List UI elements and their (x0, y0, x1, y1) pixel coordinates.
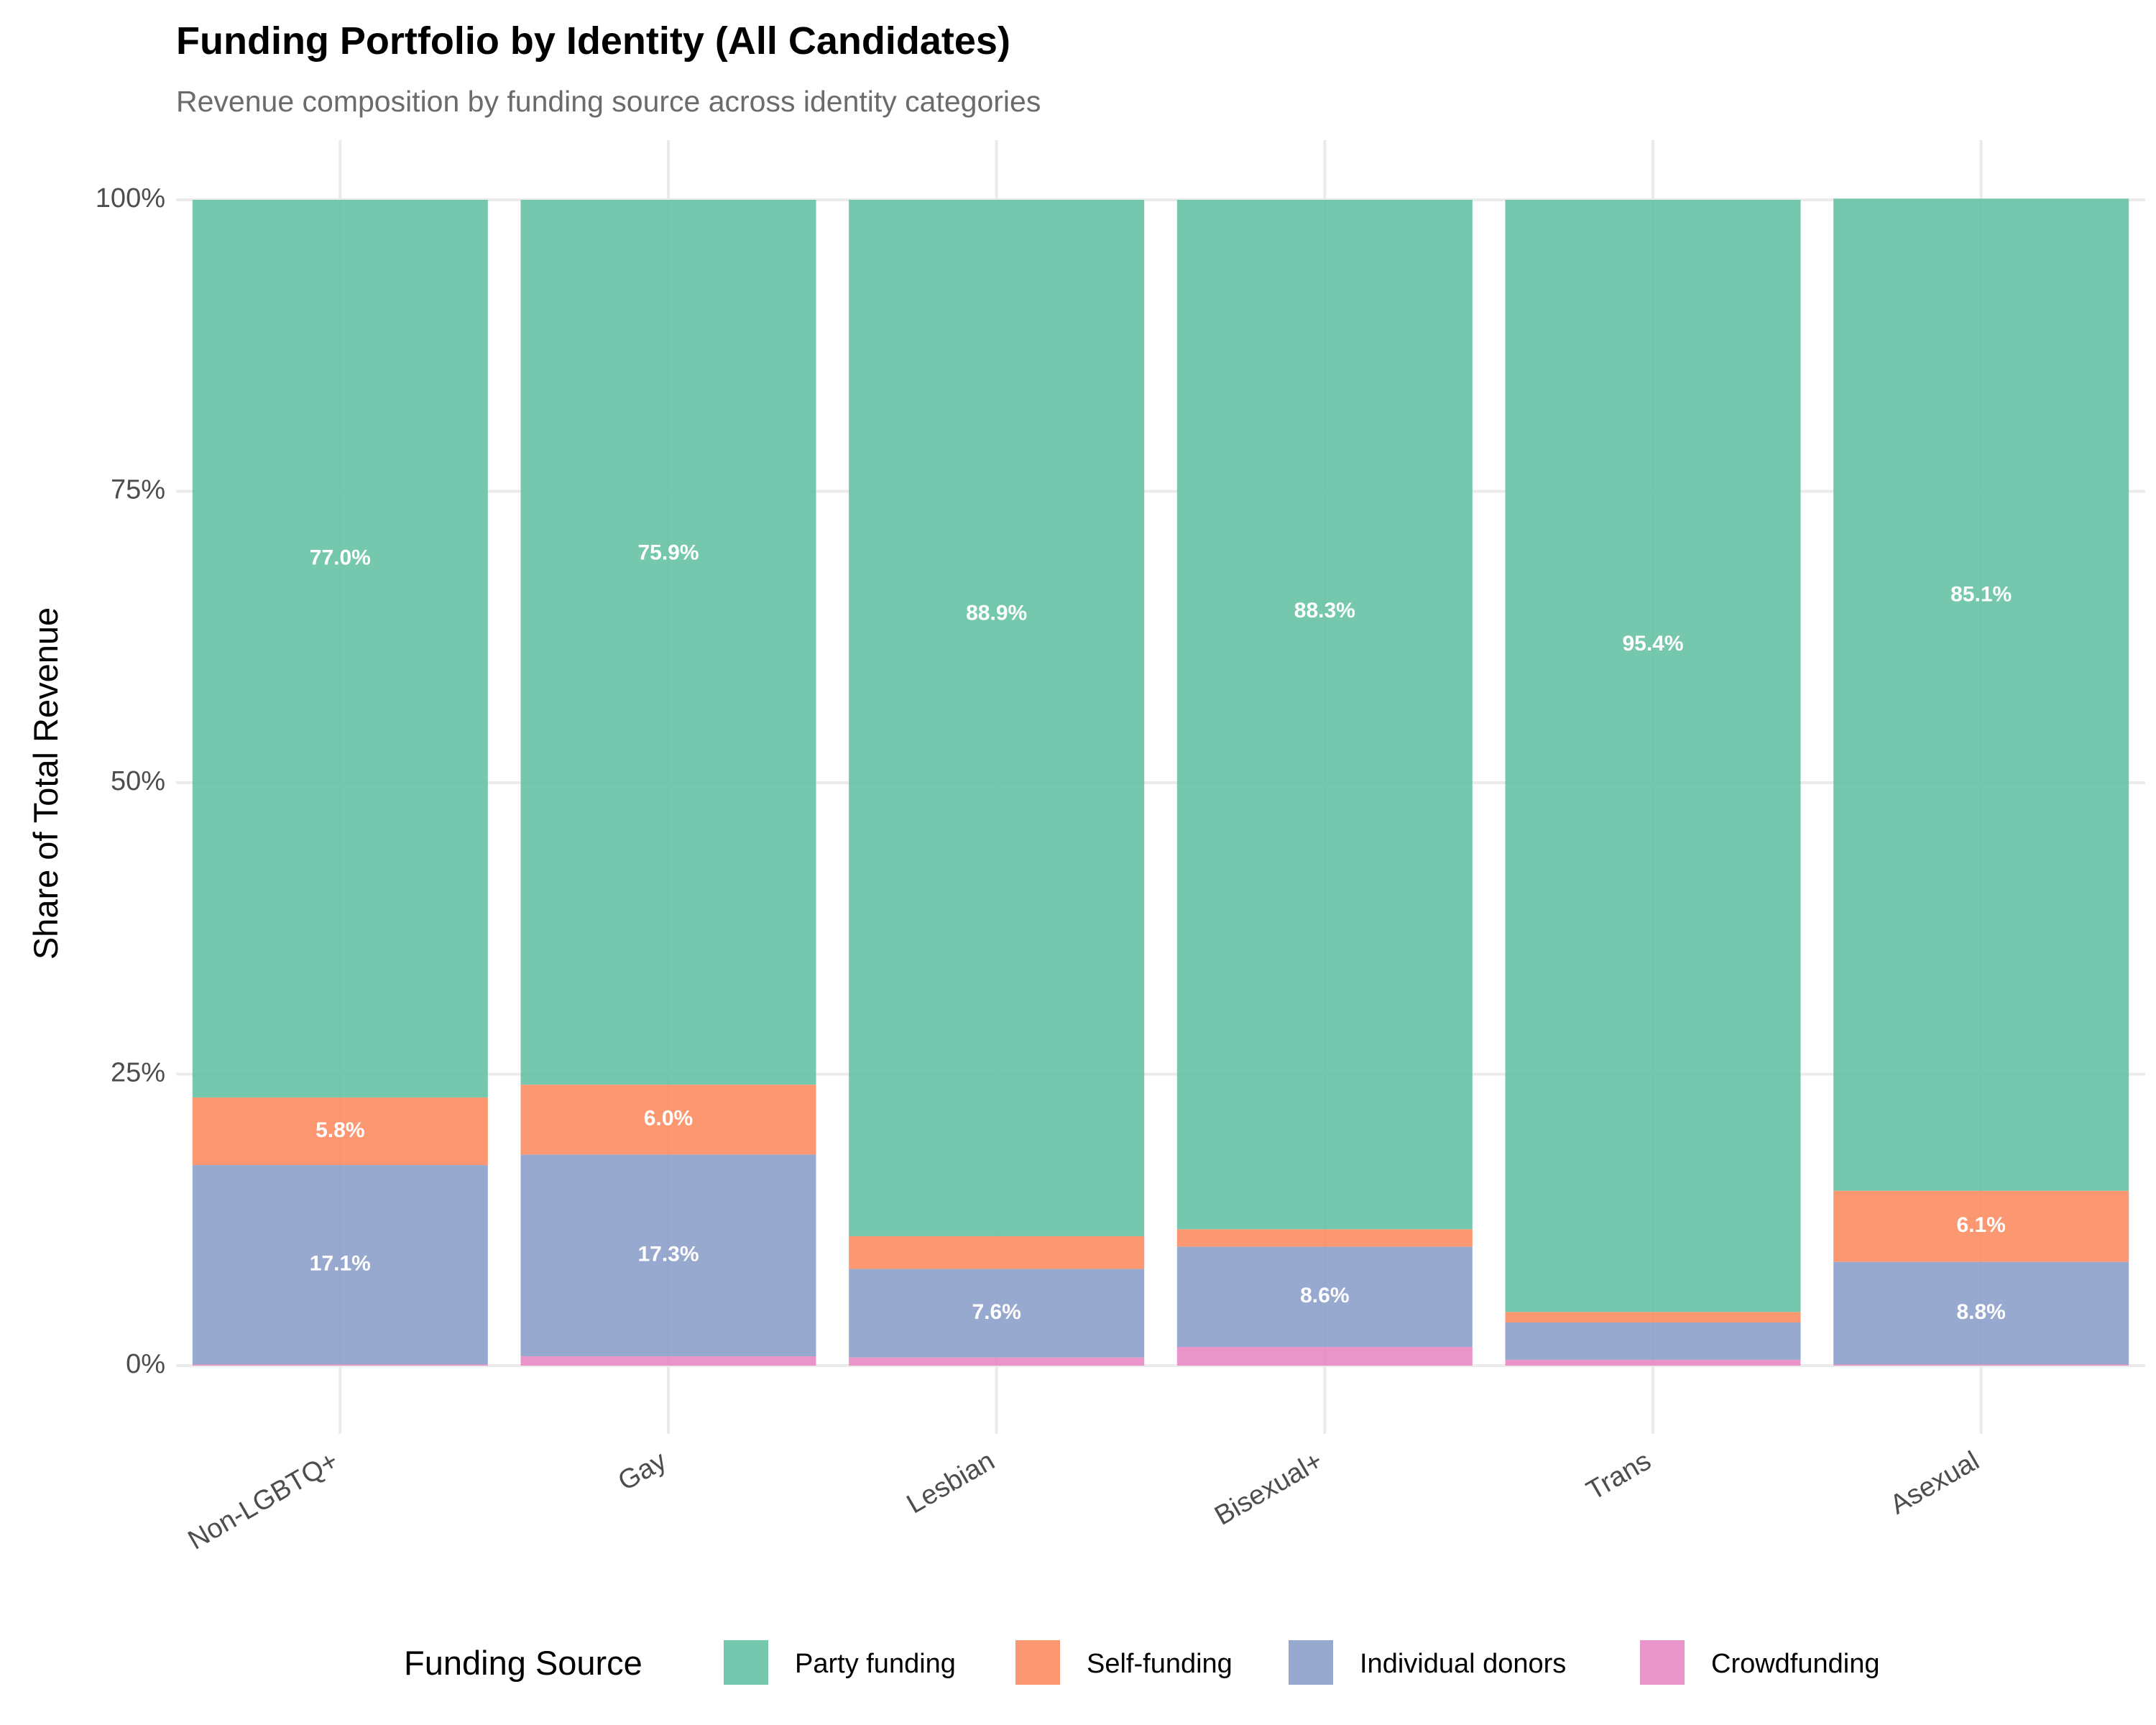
bar-lesbian-crowdfunding (849, 1357, 1145, 1366)
segment-label-trans-party-funding: 95.4% (1622, 632, 1683, 656)
y-tick-label-75: 75% (111, 475, 165, 505)
legend: Funding Source Party funding Self-funding… (404, 1640, 1879, 1685)
bar-lesbian-individual-donors (849, 1269, 1145, 1358)
y-axis-title: Share of Total Revenue (27, 607, 65, 960)
bar-asexual-crowdfunding (1833, 1364, 2129, 1366)
segment-label-asexual-party-funding: 85.1% (1950, 582, 2012, 606)
legend-title: Funding Source (404, 1644, 642, 1682)
x-tick-label-non-lgbtq: Non-LGBTQ+ (183, 1445, 344, 1555)
y-tick-label-0: 0% (126, 1349, 165, 1379)
x-tick-label-trans: Trans (1582, 1445, 1657, 1506)
bar-bisexual-party-funding (1176, 200, 1473, 1230)
y-tick-label-25: 25% (111, 1058, 165, 1088)
bar-asexual-self-funding (1833, 1190, 2129, 1262)
segment-label-gay-individual-donors: 17.3% (637, 1243, 699, 1266)
legend-swatch-self-funding (1015, 1640, 1060, 1685)
legend-label-crowdfunding: Crowdfunding (1711, 1649, 1879, 1679)
segment-label-bisexual-individual-donors: 8.6% (1300, 1284, 1349, 1307)
bar-lesbian-self-funding (849, 1236, 1145, 1269)
segment-label-asexual-individual-donors: 8.8% (1956, 1300, 2005, 1324)
bar-asexual-individual-donors (1833, 1261, 2129, 1365)
segment-label-bisexual-party-funding: 88.3% (1294, 599, 1355, 622)
legend-swatch-party-funding (724, 1640, 768, 1685)
bar-non-lgbtq-crowdfunding (192, 1364, 488, 1366)
bar-non-lgbtq-party-funding (192, 200, 488, 1098)
x-tick-label-gay: Gay (613, 1445, 671, 1496)
x-tick-label-bisexual: Bisexual+ (1210, 1445, 1328, 1531)
bar-trans-self-funding (1505, 1312, 1801, 1322)
bar-non-lgbtq-self-funding (192, 1097, 488, 1166)
bar-gay-self-funding (520, 1085, 816, 1155)
legend-label-individual-donors: Individual donors (1360, 1649, 1566, 1679)
x-tick-label-lesbian: Lesbian (902, 1445, 1000, 1519)
x-axis-ticks: Non-LGBTQ+ Gay Lesbian Bisexual+ Trans Asexua… (183, 1445, 1984, 1555)
segment-label-gay-party-funding: 75.9% (637, 540, 699, 564)
segment-label-gay-self-funding: 6.0% (644, 1107, 693, 1131)
chart-subtitle: Revenue composition by funding source ac… (176, 85, 1041, 118)
x-tick-label-asexual: Asexual (1885, 1445, 1984, 1520)
bar-lesbian-party-funding (849, 200, 1145, 1236)
legend-label-self-funding: Self-funding (1087, 1649, 1233, 1679)
bar-asexual-party-funding (1833, 198, 2129, 1191)
bar-bisexual-crowdfunding (1176, 1347, 1473, 1366)
segment-label-lesbian-individual-donors: 7.6% (972, 1300, 1021, 1324)
legend-swatch-crowdfunding (1640, 1640, 1685, 1685)
legend-swatch-individual-donors (1289, 1640, 1333, 1685)
bar-gay-individual-donors (520, 1154, 816, 1357)
bar-trans-crowdfunding (1505, 1359, 1801, 1366)
bar-trans-party-funding (1505, 200, 1801, 1312)
segment-labels: 17.1% 5.8% 77.0% 17.3% 6.0% 75.9% 7.6% 88.9% 8.6… (310, 540, 2012, 1324)
segment-label-lesbian-party-funding: 88.9% (966, 602, 1027, 625)
bar-non-lgbtq-individual-donors (192, 1165, 488, 1365)
bar-gay-party-funding (520, 200, 816, 1085)
bar-gay-crowdfunding (520, 1356, 816, 1366)
segment-label-asexual-self-funding: 6.1% (1956, 1213, 2005, 1237)
y-tick-label-50: 50% (111, 766, 165, 796)
legend-label-party-funding: Party funding (795, 1649, 956, 1679)
y-axis-ticks: 0% 25% 50% 75% 100% (96, 183, 165, 1379)
y-tick-label-100: 100% (96, 183, 165, 213)
bar-bisexual-self-funding (1176, 1229, 1473, 1247)
chart-title: Funding Portfolio by Identity (All Candi… (176, 19, 1010, 63)
segment-label-non-lgbtq-party-funding: 77.0% (310, 546, 371, 569)
bars (192, 198, 2129, 1366)
segment-label-non-lgbtq-individual-donors: 17.1% (310, 1252, 371, 1276)
segment-label-non-lgbtq-self-funding: 5.8% (315, 1118, 364, 1142)
bar-bisexual-individual-donors (1176, 1246, 1473, 1348)
bar-trans-individual-donors (1505, 1322, 1801, 1360)
